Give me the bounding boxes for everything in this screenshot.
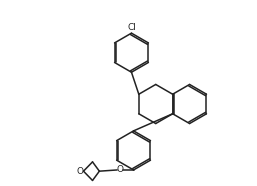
Text: Cl: Cl <box>127 23 136 32</box>
Text: O: O <box>117 166 124 174</box>
Text: O: O <box>77 167 84 176</box>
